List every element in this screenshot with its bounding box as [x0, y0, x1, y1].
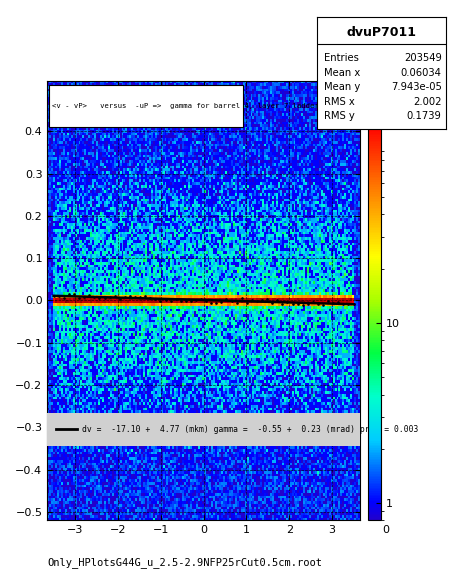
Text: dv =  -17.10 +  4.77 (mkm) gamma =  -0.55 +  0.23 (mrad) prob = 0.003: dv = -17.10 + 4.77 (mkm) gamma = -0.55 +…: [81, 425, 418, 434]
Text: 203549: 203549: [404, 53, 441, 63]
Text: Only_HPlotsG44G_u_2.5-2.9NFP25rCut0.5cm.root: Only_HPlotsG44G_u_2.5-2.9NFP25rCut0.5cm.…: [47, 557, 322, 568]
Text: Mean y: Mean y: [324, 82, 360, 93]
Text: 0: 0: [382, 525, 390, 535]
Bar: [49, 85, 243, 126]
Text: dvuP7011: dvuP7011: [346, 26, 416, 39]
Text: RMS y: RMS y: [324, 112, 355, 121]
Text: Mean x: Mean x: [324, 68, 360, 78]
Text: 0.1739: 0.1739: [407, 112, 441, 121]
Text: 7.943e-05: 7.943e-05: [391, 82, 441, 93]
Text: <v - vP>   versus  -uP =>  gamma for barrel 4, layer 7 ladder 11, all wafers: <v - vP> versus -uP => gamma for barrel …: [52, 103, 384, 109]
Text: Entries: Entries: [324, 53, 359, 63]
Text: 0.06034: 0.06034: [401, 68, 441, 78]
Text: RMS x: RMS x: [324, 97, 355, 107]
Bar: [47, 412, 360, 446]
Text: 2.002: 2.002: [413, 97, 441, 107]
